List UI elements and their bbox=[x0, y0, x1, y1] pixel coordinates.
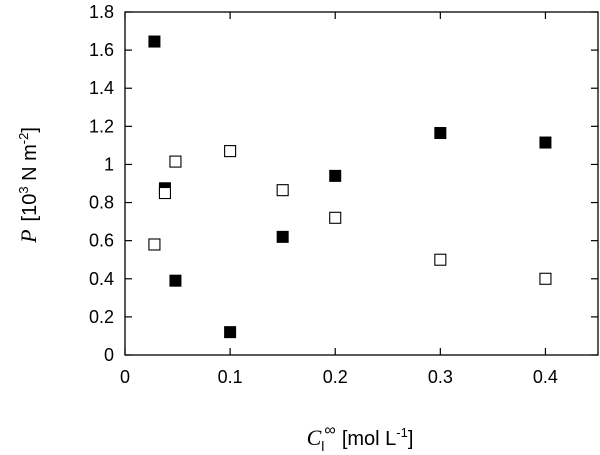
filled-square-point bbox=[329, 169, 342, 182]
y-tick-label: 0.4 bbox=[89, 269, 114, 289]
x-tick-label: 0.4 bbox=[533, 367, 558, 387]
y-tick-label: 0.6 bbox=[89, 231, 114, 251]
filled-square-point bbox=[539, 136, 552, 149]
y-axis-label: P[103 N m-2] bbox=[16, 127, 41, 244]
x-axis-label: Cl∞ [mol L-1] bbox=[307, 422, 414, 454]
y-axis-ticks: 0 0.2 0.4 0.6 0.8 1 1.2 1.4 1.6 1.8 bbox=[89, 2, 598, 365]
x-axis-ticks: 0 0.1 0.2 0.3 0.4 bbox=[120, 12, 558, 387]
filled-square-point bbox=[224, 326, 237, 339]
open-square-point bbox=[224, 145, 237, 158]
open-square-point bbox=[158, 186, 171, 200]
x-tick-label: 0.1 bbox=[218, 367, 243, 387]
filled-square-point bbox=[434, 127, 447, 140]
y-tick-label: 1.4 bbox=[89, 78, 114, 98]
y-tick-label: 0.2 bbox=[89, 307, 114, 327]
x-tick-label: 0 bbox=[120, 367, 130, 387]
open-square-point bbox=[329, 211, 342, 224]
filled-square-point bbox=[169, 274, 182, 287]
open-square-point bbox=[148, 238, 161, 251]
open-square-point bbox=[539, 272, 552, 285]
plot-frame bbox=[124, 11, 599, 356]
open-square-point bbox=[434, 253, 447, 266]
open-square-point bbox=[169, 155, 182, 168]
data-points bbox=[148, 35, 552, 339]
filled-square-point bbox=[148, 35, 161, 48]
y-tick-label: 1.6 bbox=[89, 40, 114, 60]
x-tick-label: 0.2 bbox=[323, 367, 348, 387]
y-tick-label: 0 bbox=[104, 345, 114, 365]
y-tick-label: 1.8 bbox=[89, 2, 114, 22]
x-tick-label: 0.3 bbox=[428, 367, 453, 387]
open-square-point bbox=[276, 184, 289, 197]
filled-square-point bbox=[276, 230, 289, 243]
y-tick-label: 0.8 bbox=[89, 193, 114, 213]
y-tick-label: 1 bbox=[104, 154, 114, 174]
y-tick-label: 1.2 bbox=[89, 116, 114, 136]
